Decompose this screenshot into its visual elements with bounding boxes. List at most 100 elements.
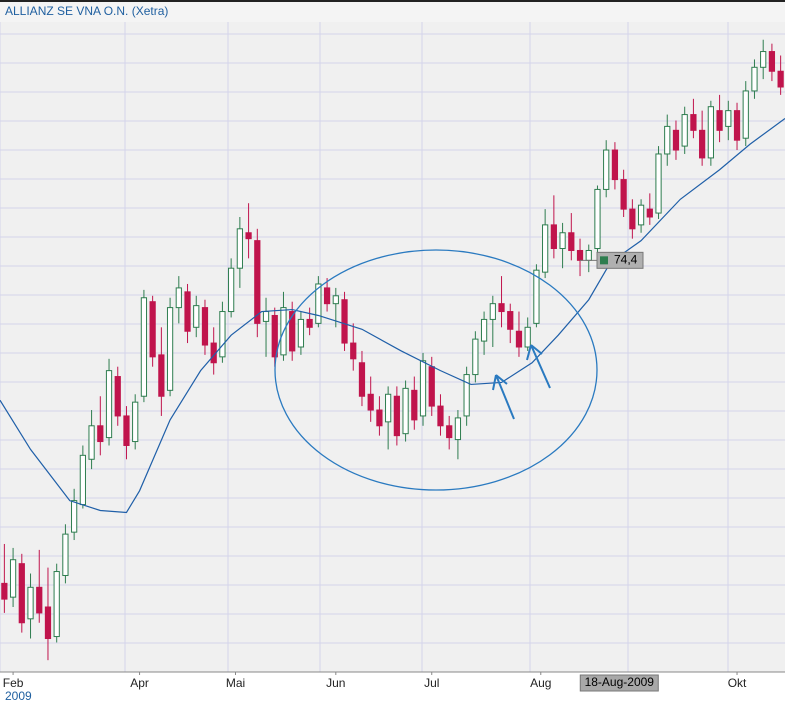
- candle-body: [585, 249, 592, 261]
- candle-body: [498, 303, 505, 313]
- candle-body: [289, 311, 296, 352]
- candle-body: [576, 249, 584, 261]
- moving-average: [0, 118, 785, 514]
- candle-body: [507, 311, 514, 330]
- x-axis-area: [0, 672, 785, 707]
- cursor-box: [579, 674, 659, 692]
- candle-body: [245, 232, 252, 240]
- candle-body: [489, 303, 496, 320]
- candle-body: [323, 287, 331, 305]
- x-tick-label: Apr: [130, 676, 149, 690]
- x-tick-label: Jun: [326, 676, 345, 690]
- arrow: [492, 374, 515, 420]
- candle-body: [149, 301, 156, 358]
- candle-body: [603, 149, 610, 190]
- candle-body: [672, 129, 680, 151]
- candle-body: [44, 606, 52, 640]
- price-marker-label: 74,4: [614, 253, 638, 267]
- candle-body: [655, 153, 662, 214]
- candle-body: [140, 297, 148, 397]
- candle-body: [27, 586, 34, 620]
- candle-body: [62, 533, 69, 576]
- candle-body: [725, 110, 732, 127]
- candle-body: [166, 307, 174, 391]
- candle-body: [742, 90, 749, 139]
- candle-body: [751, 66, 758, 92]
- candle-body: [699, 129, 706, 159]
- candle-body: [350, 342, 357, 360]
- candle-body: [271, 314, 278, 358]
- candle-body: [454, 417, 462, 441]
- candle-body: [175, 287, 182, 309]
- candle-body: [254, 240, 261, 324]
- candle-body: [707, 106, 714, 159]
- candle-body: [716, 110, 723, 131]
- candle-body: [367, 393, 374, 411]
- candle-body: [411, 389, 418, 421]
- candle-body: [97, 425, 104, 443]
- candle-body: [341, 299, 348, 344]
- candle-body: [53, 571, 60, 638]
- title-bar: [0, 0, 785, 22]
- candle-body: [542, 224, 549, 273]
- candle-body: [681, 114, 688, 147]
- candle-body: [733, 110, 741, 141]
- candle-body: [123, 415, 130, 446]
- annotation-ellipse: [274, 249, 598, 491]
- candle-body: [376, 409, 383, 427]
- marks: [0, 39, 785, 661]
- candle-body: [515, 330, 523, 348]
- candle-body: [594, 188, 601, 250]
- candle-body: [132, 401, 139, 443]
- candle-body: [71, 500, 78, 533]
- candle-body: [315, 283, 322, 324]
- candle-body: [9, 559, 17, 598]
- plot-area: [0, 22, 785, 672]
- candle-body: [620, 179, 627, 210]
- candle-body: [446, 425, 453, 439]
- candle-body: [1, 582, 8, 600]
- candle-body: [105, 370, 113, 439]
- x-tick-label: Mai: [226, 676, 245, 690]
- candle-body: [690, 114, 697, 131]
- candle-body: [463, 374, 470, 417]
- candle-body: [472, 338, 479, 376]
- candle-body: [36, 586, 43, 614]
- candle-body: [568, 232, 575, 251]
- candle-body: [201, 307, 209, 346]
- candle-body: [480, 318, 488, 342]
- x-tick-label: Feb: [3, 676, 24, 690]
- overlay: Feb Apr Mai Jun Jul Aug Okt 74,4 18-Aug-2009: [3, 251, 747, 692]
- candle-body: [332, 295, 339, 305]
- candle-body: [358, 362, 366, 397]
- candle-body: [428, 366, 435, 407]
- candle-body: [228, 267, 235, 313]
- candle-body: [184, 291, 191, 332]
- candle-body: [559, 232, 566, 250]
- chart-title: ALLIANZ SE VNA O.N. (Xetra): [5, 4, 168, 18]
- candle-body: [664, 125, 671, 155]
- price-marker-swatch: [600, 256, 608, 265]
- candle-body: [760, 51, 767, 68]
- candle-body: [18, 563, 25, 624]
- arrow: [526, 344, 551, 389]
- candle-body: [385, 393, 392, 423]
- candle-body: [637, 204, 645, 226]
- candle-body: [393, 395, 400, 437]
- candle-body: [419, 360, 427, 417]
- candle-body: [524, 326, 531, 348]
- grid: [0, 22, 785, 672]
- x-tick-label: Okt: [728, 676, 747, 690]
- candle-body: [777, 70, 784, 88]
- candle-body: [114, 376, 121, 417]
- candle-body: [262, 311, 270, 322]
- candle-body: [768, 51, 776, 72]
- annotation-arrows: [492, 344, 551, 420]
- candle-body: [437, 405, 444, 427]
- x-tick-label: Aug: [530, 676, 551, 690]
- year-label: 2009: [5, 689, 32, 703]
- cursor-label: 18-Aug-2009: [585, 675, 655, 689]
- candle-body: [88, 425, 95, 460]
- x-tick-label: Jul: [424, 676, 439, 690]
